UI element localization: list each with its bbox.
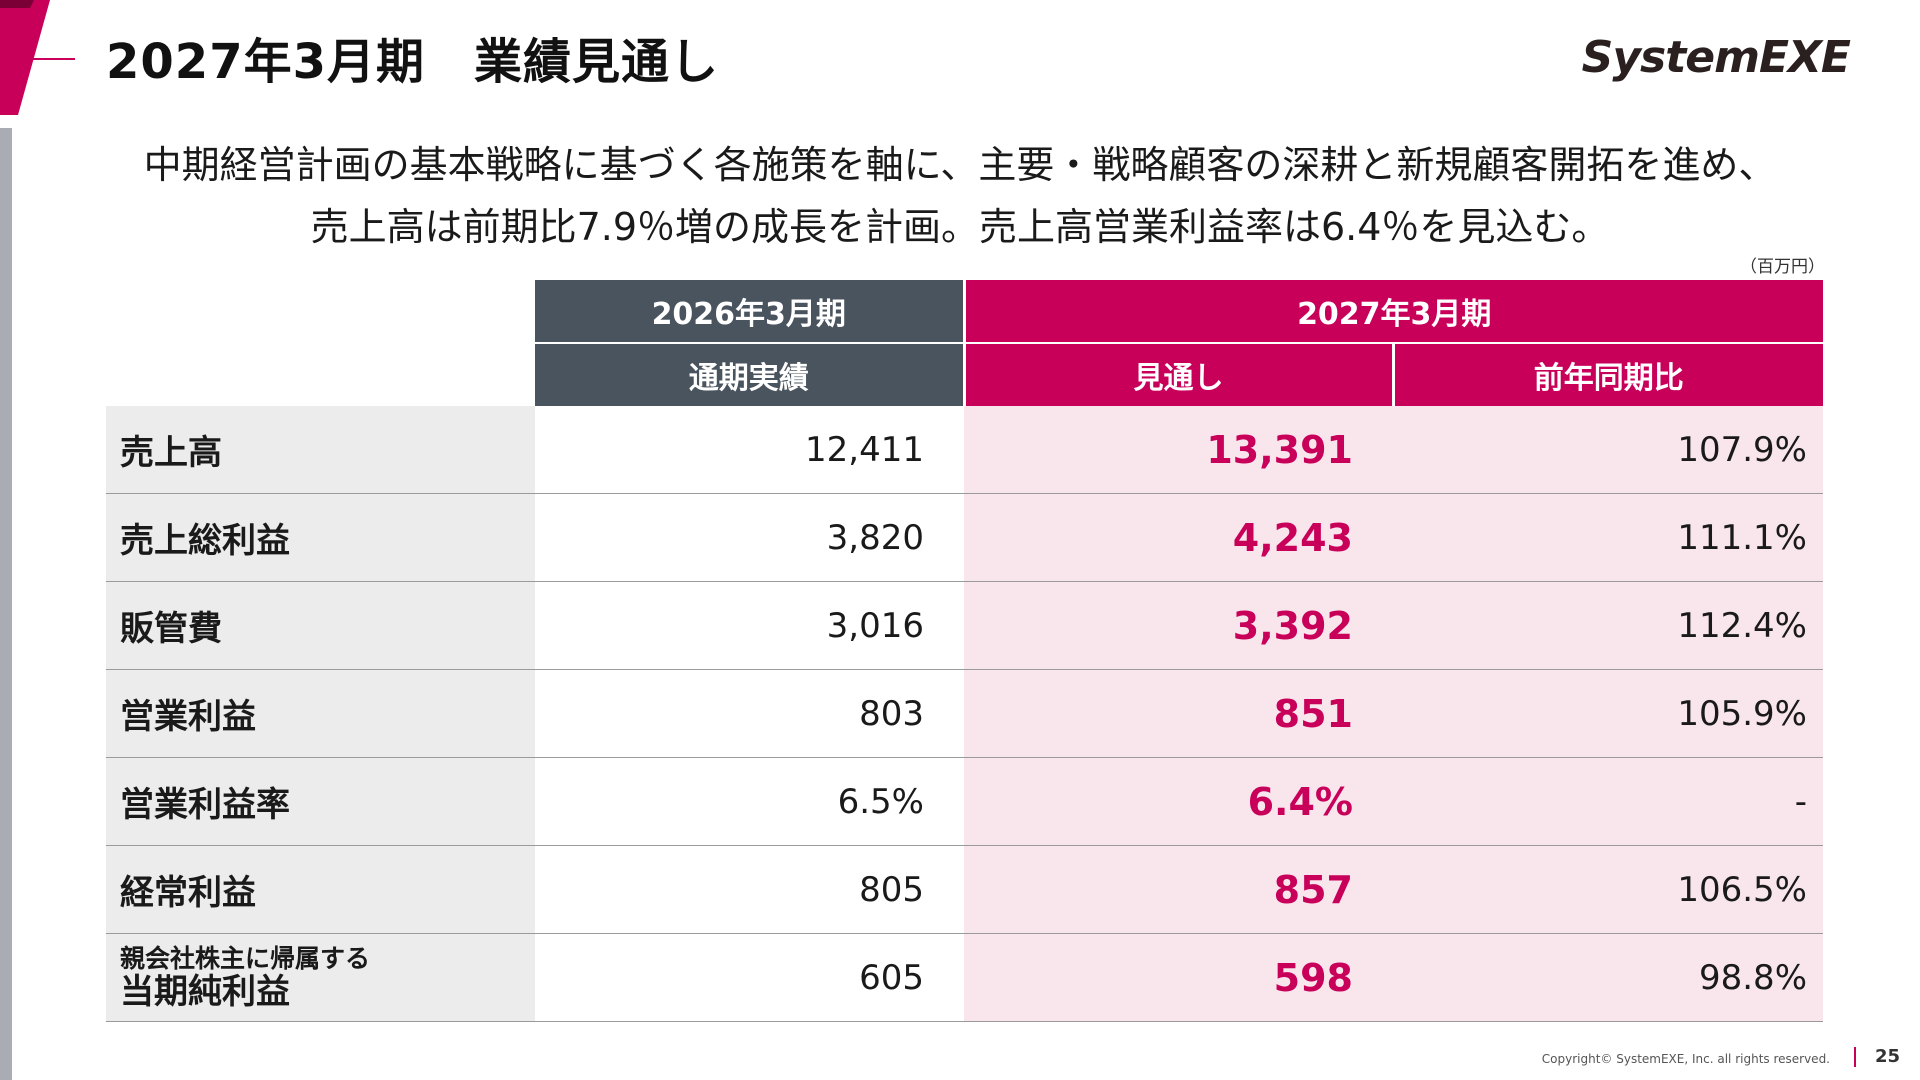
row-label-net-income: 親会社株主に帰属する 当期純利益 (106, 933, 535, 1022)
prev-value: 3,016 (535, 581, 964, 670)
forecast-value: 3,392 (964, 581, 1393, 670)
summary-line-1: 中期経営計画の基本戦略に基づく各施策を軸に、主要・戦略顧客の深耕と新規顧客開拓を… (143, 143, 1777, 187)
table-row-operating-margin: 営業利益率 6.5% 6.4% - (106, 757, 1823, 846)
forecast-value: 851 (964, 669, 1393, 758)
page-title: 2027年3月期 業績見通し (106, 34, 719, 90)
yoy-value: 106.5% (1393, 845, 1823, 934)
table-row-sales: 売上高 12,411 13,391 107.9% (106, 406, 1823, 494)
yoy-value: 105.9% (1393, 669, 1823, 758)
table-row-operating-profit: 営業利益 803 851 105.9% (106, 669, 1823, 758)
yoy-value: 111.1% (1393, 493, 1823, 582)
prev-value: 6.5% (535, 757, 964, 846)
row-label: 経常利益 (106, 845, 535, 934)
yoy-value: 107.9% (1393, 406, 1823, 494)
prev-value: 12,411 (535, 406, 964, 494)
table-row-ordinary-profit: 経常利益 805 857 106.5% (106, 845, 1823, 934)
forecast-value: 4,243 (964, 493, 1393, 582)
prev-value: 3,820 (535, 493, 964, 582)
row-label: 当期純利益 (120, 971, 290, 1012)
table-row-gross-profit: 売上総利益 3,820 4,243 111.1% (106, 493, 1823, 582)
yoy-value: 98.8% (1393, 933, 1823, 1022)
header-yoy: 前年同期比 (1393, 342, 1823, 406)
header-blank-cell (106, 280, 535, 343)
yoy-value: - (1393, 757, 1823, 846)
page-number: 25 (1874, 1046, 1900, 1067)
prev-value: 805 (535, 845, 964, 934)
copyright-text: Copyright© SystemEXE, Inc. all rights re… (1541, 1052, 1830, 1066)
company-logo: SystemEXE (1581, 32, 1851, 83)
title-accent-rule (0, 58, 75, 60)
row-label: 売上総利益 (106, 493, 535, 582)
row-label-prefix: 親会社株主に帰属する (120, 943, 371, 973)
prev-value: 605 (535, 933, 964, 1022)
row-label: 販管費 (106, 581, 535, 670)
forecast-value: 13,391 (964, 406, 1393, 494)
forecast-value: 857 (964, 845, 1393, 934)
prev-value: 803 (535, 669, 964, 758)
header-forecast: 見通し (964, 342, 1395, 406)
forecast-table: 2026年3月期 2027年3月期 通期実績 見通し 前年同期比 売上高 12,… (106, 280, 1823, 1022)
header-period-prev: 2026年3月期 (535, 280, 966, 343)
header-period-current: 2027年3月期 (964, 280, 1823, 343)
row-label: 営業利益率 (106, 757, 535, 846)
logo-text: SystemEXE (1581, 32, 1851, 83)
row-label: 売上高 (106, 406, 535, 494)
yoy-value: 112.4% (1393, 581, 1823, 670)
subheader-blank-cell (106, 343, 535, 406)
left-side-bar (0, 128, 12, 1080)
table-row-net-income: 親会社株主に帰属する 当期純利益 605 598 98.8% (106, 933, 1823, 1022)
forecast-value: 598 (964, 933, 1393, 1022)
footer-separator (1854, 1047, 1856, 1067)
unit-note: （百万円） (1740, 257, 1825, 277)
corner-accent-shape (0, 0, 50, 115)
header-full-year-actual: 通期実績 (535, 342, 966, 406)
forecast-value: 6.4% (964, 757, 1393, 846)
table-row-sga: 販管費 3,016 3,392 112.4% (106, 581, 1823, 670)
summary-text: 中期経営計画の基本戦略に基づく各施策を軸に、主要・戦略顧客の深耕と新規顧客開拓を… (60, 134, 1860, 258)
row-label: 営業利益 (106, 669, 535, 758)
summary-line-2: 売上高は前期比7.9％増の成長を計画。売上高営業利益率は6.4％を見込む。 (310, 205, 1610, 249)
